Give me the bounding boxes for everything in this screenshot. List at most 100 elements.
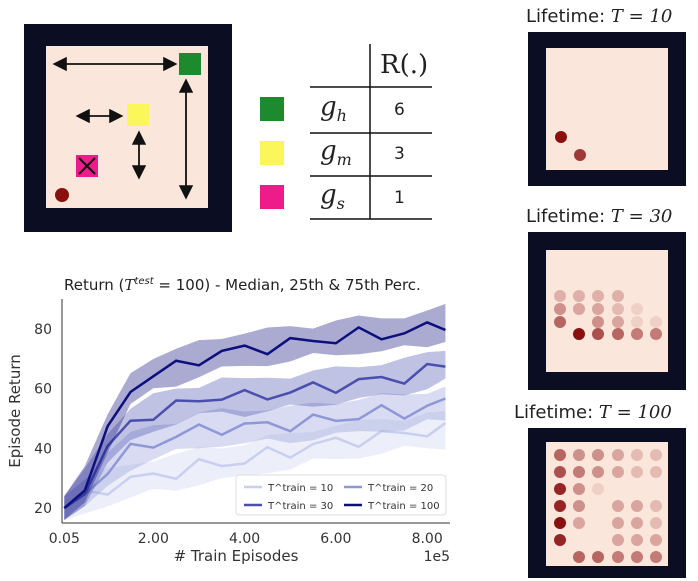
visit-dot bbox=[592, 551, 605, 564]
visit-dots bbox=[552, 54, 662, 164]
goal-label-mid: g_mgm bbox=[320, 136, 352, 170]
visit-dot bbox=[553, 290, 566, 303]
visit-dot bbox=[631, 328, 643, 341]
lifetime-title-100: Lifetime: T = 100 bbox=[514, 402, 672, 423]
visit-map-floor bbox=[546, 48, 668, 170]
legend-label: T^train = 100 bbox=[367, 501, 440, 512]
visit-dot bbox=[553, 303, 566, 315]
x-tick-label: 0.05 bbox=[49, 531, 80, 547]
visit-dot bbox=[650, 465, 663, 478]
x-tick-label: 8.00 bbox=[412, 531, 443, 547]
legend-box bbox=[235, 474, 447, 516]
visit-dot bbox=[611, 303, 624, 315]
lifetime-title-10: Lifetime: T = 10 bbox=[526, 6, 673, 27]
chart-title: Return (Ttest = 100) - Median, 25th & 75… bbox=[64, 276, 421, 294]
visit-dot bbox=[553, 465, 566, 478]
visit-dot bbox=[573, 500, 585, 512]
x-offset-label: 1e5 bbox=[424, 549, 450, 565]
mid-goal-square bbox=[127, 104, 149, 126]
high-goal-square bbox=[179, 53, 201, 75]
visit-dot bbox=[592, 290, 605, 303]
mid-goal-swatch bbox=[260, 141, 284, 165]
visit-dot bbox=[592, 465, 605, 478]
reward-value-mid: 3 bbox=[394, 144, 405, 164]
y-tick-label: 60 bbox=[34, 382, 52, 398]
visit-dot bbox=[611, 500, 624, 512]
visit-dot bbox=[553, 500, 566, 512]
y-tick-label: 40 bbox=[34, 441, 52, 457]
visit-dot bbox=[592, 303, 605, 315]
small-goal-swatch bbox=[260, 185, 284, 209]
x-axis-label: # Train Episodes bbox=[174, 547, 299, 565]
series-line bbox=[63, 422, 447, 510]
visit-dot bbox=[573, 303, 585, 315]
visit-dot bbox=[573, 328, 585, 341]
y-tick-label: 80 bbox=[34, 322, 52, 338]
visit-dot bbox=[650, 500, 663, 512]
visit-dot bbox=[573, 148, 586, 161]
visit-dot bbox=[611, 448, 624, 461]
series-line bbox=[63, 397, 446, 510]
reward-value-high: 6 bbox=[394, 100, 405, 120]
visit-dot bbox=[553, 482, 566, 495]
visit-dot bbox=[592, 448, 605, 461]
visit-dot bbox=[611, 290, 624, 303]
visit-dot bbox=[573, 551, 585, 564]
visit-dot bbox=[631, 465, 643, 478]
visit-map-30 bbox=[528, 232, 686, 390]
visit-dot bbox=[553, 534, 566, 547]
legend-label: T^train = 30 bbox=[267, 501, 333, 512]
series-line bbox=[63, 321, 446, 510]
visit-dot bbox=[631, 448, 643, 461]
y-tick-label: 20 bbox=[34, 501, 52, 517]
visit-dot bbox=[631, 551, 643, 564]
series-line bbox=[63, 362, 446, 510]
visit-dot bbox=[553, 315, 566, 328]
visit-dot bbox=[650, 534, 663, 547]
visit-dot bbox=[611, 315, 624, 328]
table-header: R(.) bbox=[380, 50, 429, 80]
visit-dot bbox=[573, 290, 585, 303]
visit-dot bbox=[611, 551, 624, 564]
visit-dot bbox=[573, 482, 585, 495]
small-goal-square bbox=[76, 155, 98, 177]
reward-table: R(.) g_hgh 6 g_mgm 3 g_sgs 1 bbox=[258, 42, 438, 222]
goal-label-small: g_sgs bbox=[320, 180, 345, 214]
visit-dot bbox=[650, 328, 663, 341]
high-goal-swatch bbox=[260, 97, 284, 121]
lifetime-title-30: Lifetime: T = 30 bbox=[526, 206, 673, 227]
visit-dot bbox=[611, 328, 624, 341]
visit-dot bbox=[650, 551, 663, 564]
visit-dot bbox=[631, 534, 643, 547]
visit-map-floor bbox=[546, 442, 668, 566]
visit-map-100 bbox=[528, 428, 686, 578]
environment-map bbox=[24, 24, 232, 232]
goal-label-high: g_hgh bbox=[320, 92, 347, 126]
visit-dot bbox=[611, 465, 624, 478]
visit-dots bbox=[550, 290, 666, 366]
visit-dot bbox=[650, 448, 663, 461]
x-tick-label: 4.00 bbox=[229, 531, 260, 547]
reward-value-small: 1 bbox=[394, 188, 405, 208]
visit-dot bbox=[631, 315, 643, 328]
return-chart: 20 40 60 80 0.05 2.00 4.00 6.00 8.00 1e5 # Train E… bbox=[6, 299, 450, 565]
cross-icon bbox=[78, 157, 96, 175]
y-axis-label: Episode Return bbox=[6, 354, 24, 467]
visit-dot bbox=[611, 534, 624, 547]
visit-dot bbox=[553, 517, 566, 530]
visit-dot bbox=[650, 517, 663, 530]
visit-dot bbox=[650, 315, 663, 328]
visit-dot bbox=[611, 517, 624, 530]
x-tick-label: 6.00 bbox=[320, 531, 351, 547]
visit-dot bbox=[573, 517, 585, 530]
x-tick-label: 2.00 bbox=[138, 531, 169, 547]
visit-dot bbox=[555, 130, 568, 143]
visit-dot bbox=[573, 448, 585, 461]
visit-dot bbox=[573, 465, 585, 478]
movement-arrows bbox=[52, 56, 194, 200]
visit-dot bbox=[592, 315, 605, 328]
visit-map-10 bbox=[528, 32, 686, 186]
legend-label: T^train = 10 bbox=[267, 483, 333, 494]
series-band bbox=[64, 350, 446, 521]
visit-dot bbox=[592, 482, 605, 495]
